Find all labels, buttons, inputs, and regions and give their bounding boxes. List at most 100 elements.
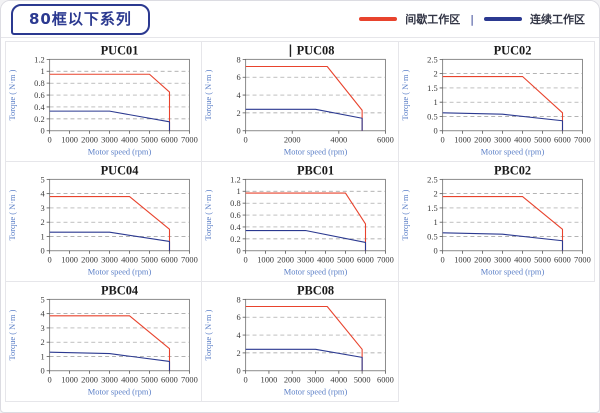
x-tick-label: 2000 bbox=[284, 134, 301, 144]
x-tick-label: 3000 bbox=[101, 254, 118, 264]
continuous-zone-line bbox=[245, 108, 364, 131]
y-tick-label: 1 bbox=[237, 186, 241, 196]
y-tick-label: 4 bbox=[237, 90, 242, 100]
x-tick-label: 4000 bbox=[317, 254, 334, 264]
continuous-zone-line bbox=[49, 231, 171, 251]
x-tick-label: 0 bbox=[244, 374, 248, 384]
x-tick-label: 6000 bbox=[161, 374, 178, 384]
x-axis-label: Motor speed (rpm) bbox=[88, 386, 152, 396]
x-axis-label: Motor speed (rpm) bbox=[88, 266, 152, 276]
x-tick-label: 1000 bbox=[454, 134, 471, 144]
continuous-zone-line bbox=[442, 231, 563, 251]
x-tick-label: 7000 bbox=[181, 374, 198, 384]
plot-border bbox=[441, 178, 583, 251]
y-tick-label: 0.2 bbox=[34, 113, 45, 123]
y-axis-label: Torque ( N·m ) bbox=[203, 69, 213, 120]
chart-title: PBC08 bbox=[297, 283, 334, 297]
x-tick-label: 0 bbox=[244, 254, 248, 264]
x-tick-label: 7000 bbox=[574, 134, 591, 144]
torque-speed-chart-PUC04: 0 1000 2000 3000 4000 5000 6000 7000 0 1 2 3 4 5 PUC04… bbox=[7, 163, 198, 276]
y-axis-label: Torque ( N·m ) bbox=[7, 189, 17, 240]
y-tick-label: 0.8 bbox=[230, 198, 241, 208]
text-cursor bbox=[290, 43, 292, 57]
y-tick-label: 4 bbox=[237, 330, 242, 340]
x-tick-label: 7000 bbox=[181, 134, 198, 144]
y-tick-label: 1 bbox=[40, 351, 44, 361]
y-axis-label: Torque ( N·m ) bbox=[400, 189, 410, 240]
x-tick-label: 5000 bbox=[534, 134, 551, 144]
x-tick-label: 1000 bbox=[61, 374, 78, 384]
chart-cell-PUC04: 0 1000 2000 3000 4000 5000 6000 7000 0 1 2 3 4 5 PUC04… bbox=[6, 162, 203, 282]
y-tick-label: 4 bbox=[40, 188, 45, 198]
intermittent-zone-line bbox=[49, 73, 171, 131]
y-tick-label: 0 bbox=[237, 365, 241, 375]
x-tick-label: 7000 bbox=[377, 254, 394, 264]
x-axis-label: Motor speed (rpm) bbox=[284, 266, 348, 276]
y-tick-label: 2.5 bbox=[427, 54, 438, 64]
plot-border bbox=[49, 178, 190, 251]
plot-border bbox=[441, 58, 583, 131]
legend: 间歇工作区 | 连续工作区 bbox=[359, 11, 589, 27]
y-tick-label: 1 bbox=[40, 66, 44, 76]
x-tick-label: 5000 bbox=[141, 374, 158, 384]
chart-title: PBC04 bbox=[101, 283, 138, 297]
x-tick-label: 4000 bbox=[514, 134, 531, 144]
plot-border bbox=[49, 298, 190, 371]
intermittent-zone-line bbox=[245, 192, 367, 251]
x-tick-label: 4000 bbox=[121, 134, 138, 144]
torque-speed-chart-PUC01: 0 1000 2000 3000 4000 5000 6000 7000 0 0.2 0.40.6 0… bbox=[7, 43, 198, 156]
intermittent-zone-line bbox=[442, 195, 563, 251]
y-tick-label: 0.5 bbox=[427, 231, 438, 241]
y-tick-label: 8 bbox=[237, 54, 241, 64]
x-tick-label: 2000 bbox=[474, 254, 491, 264]
y-tick-label: 2 bbox=[237, 347, 241, 357]
x-tick-label: 6000 bbox=[554, 254, 571, 264]
legend-line-intermittent-icon bbox=[359, 17, 398, 21]
chart-cell-PUC08: 0 2000 4000 6000 0 2 4 6 8 PUC08 Motor speed (rpm)… bbox=[202, 42, 399, 162]
chart-cell-PBC04: 0 1000 2000 3000 4000 5000 6000 7000 0 1 2 3 4 5 PBC04… bbox=[6, 282, 203, 402]
x-tick-label: 6000 bbox=[357, 254, 374, 264]
y-tick-label: 2 bbox=[433, 68, 437, 78]
y-axis-label: Torque ( N·m ) bbox=[203, 309, 213, 360]
x-tick-label: 0 bbox=[48, 374, 52, 384]
y-axis-label: Torque ( N·m ) bbox=[7, 309, 17, 360]
y-tick-label: 1.2 bbox=[230, 174, 241, 184]
y-tick-label: 1 bbox=[433, 217, 437, 227]
torque-speed-chart-PBC04: 0 1000 2000 3000 4000 5000 6000 7000 0 1 2 3 4 5 PBC04… bbox=[7, 283, 198, 396]
x-axis-label: Motor speed (rpm) bbox=[284, 146, 348, 156]
y-tick-label: 1 bbox=[40, 231, 44, 241]
torque-speed-chart-PBC02: 0 1000 2000 3000 4000 5000 6000 7000 0 0.5 1 1.5 2 2.… bbox=[400, 163, 591, 276]
chart-cell-PUC01: 0 1000 2000 3000 4000 5000 6000 7000 0 0.2 0.4 0.6 0… bbox=[6, 42, 203, 162]
y-tick-label: 0 bbox=[40, 245, 44, 255]
y-tick-label: 1.2 bbox=[34, 54, 45, 64]
y-tick-label: 2 bbox=[237, 107, 241, 117]
chart-cell-PBC02: 0 1000 2000 3000 4000 5000 6000 7000 0 0.5 1 1.5 2 2.… bbox=[398, 162, 595, 282]
x-tick-label: 3000 bbox=[101, 134, 118, 144]
legend-separator: | bbox=[470, 12, 474, 26]
chart-cell-PBC01: 0 1000 2000 3000 4000 5000 6000 7000 0 0.2 0.4 0.6 0… bbox=[202, 162, 399, 282]
continuous-zone-line bbox=[49, 110, 171, 131]
continuous-zone-line bbox=[245, 348, 364, 371]
chart-title: PUC08 bbox=[297, 43, 335, 57]
torque-speed-chart-PUC08: 0 2000 4000 6000 0 2 4 6 8 PUC08 Motor speed (rpm)… bbox=[203, 43, 394, 156]
x-tick-label: 0 bbox=[440, 134, 444, 144]
x-tick-label: 0 bbox=[244, 134, 248, 144]
y-tick-label: 2 bbox=[433, 188, 437, 198]
x-axis-label: Motor speed (rpm) bbox=[284, 386, 348, 396]
continuous-zone-line bbox=[49, 351, 171, 371]
chart-grid: 0 1000 2000 3000 4000 5000 6000 7000 0 0.2 0.4 0.6 0… bbox=[5, 41, 595, 402]
series-title-badge: 80框以下系列 bbox=[11, 3, 150, 35]
y-tick-label: 6 bbox=[237, 312, 241, 322]
x-tick-label: 3000 bbox=[297, 254, 314, 264]
y-tick-label: 2.5 bbox=[427, 174, 438, 184]
y-tick-label: 0.5 bbox=[427, 111, 438, 121]
y-tick-label: 5 bbox=[40, 294, 44, 304]
x-tick-label: 1000 bbox=[261, 374, 278, 384]
x-tick-label: 0 bbox=[48, 254, 52, 264]
x-axis-label: Motor speed (rpm) bbox=[480, 266, 544, 276]
intermittent-zone-line bbox=[442, 75, 563, 131]
x-tick-label: 5000 bbox=[141, 134, 158, 144]
x-axis-label: Motor speed (rpm) bbox=[480, 146, 544, 156]
x-tick-label: 1000 bbox=[61, 134, 78, 144]
